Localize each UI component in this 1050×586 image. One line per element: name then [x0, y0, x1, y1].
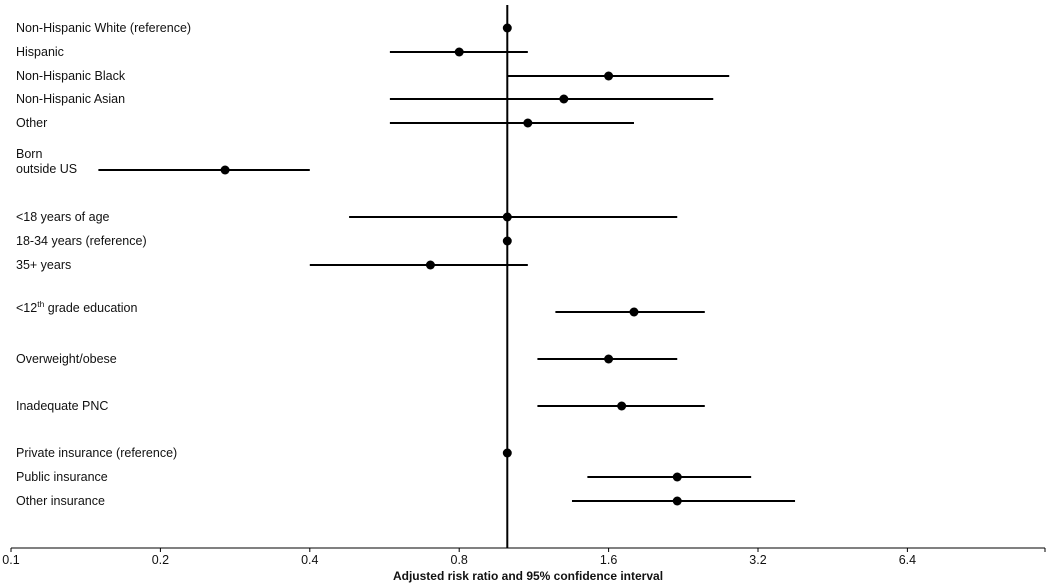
row-label: 35+ years — [16, 258, 71, 272]
point-estimate — [559, 94, 569, 104]
point-estimate — [502, 212, 512, 222]
row-label: Other insurance — [16, 494, 105, 508]
row-label: Other — [16, 116, 47, 130]
row-label: 18-34 years (reference) — [16, 234, 147, 248]
point-estimate — [672, 496, 682, 506]
row-label: Inadequate PNC — [16, 399, 108, 413]
point-estimate — [604, 71, 614, 81]
point-estimate — [425, 260, 435, 270]
x-tick-label: 3.2 — [749, 553, 766, 567]
point-estimate — [629, 307, 639, 317]
x-tick-label: 1.6 — [600, 553, 617, 567]
row-label: Hispanic — [16, 45, 64, 59]
point-estimate — [454, 47, 464, 57]
point-estimate — [220, 165, 230, 175]
point-estimate — [502, 448, 512, 458]
x-tick-label: 0.2 — [152, 553, 169, 567]
x-tick-label: 0.4 — [301, 553, 318, 567]
x-axis-title: Adjusted risk ratio and 95% confidence i… — [393, 569, 663, 583]
point-estimates — [220, 23, 682, 506]
row-label: Non-Hispanic Asian — [16, 92, 125, 106]
row-label: Non-Hispanic White (reference) — [16, 21, 191, 35]
row-label: <18 years of age — [16, 210, 110, 224]
row-label: Overweight/obese — [16, 352, 117, 366]
x-tick-label: 0.1 — [2, 553, 19, 567]
confidence-intervals — [98, 51, 796, 502]
point-estimate — [523, 118, 533, 128]
row-label: Born outside US — [16, 147, 77, 176]
x-tick-label: 0.8 — [451, 553, 468, 567]
point-estimate — [617, 401, 627, 411]
row-label: Non-Hispanic Black — [16, 69, 126, 83]
point-estimate — [672, 472, 682, 482]
x-axis-ticks: 0.1 0.2 0.4 0.8 1.6 3.2 6.4 — [2, 548, 1046, 567]
row-label: Private insurance (reference) — [16, 446, 177, 460]
x-tick-label: 6.4 — [899, 553, 916, 567]
row-label: Public insurance — [16, 470, 108, 484]
point-estimate — [502, 23, 512, 33]
point-estimate — [502, 236, 512, 246]
row-labels: Non-Hispanic White (reference) Hispanic No… — [16, 21, 191, 508]
point-estimate — [604, 354, 614, 364]
row-label: <12th grade education — [16, 299, 137, 315]
